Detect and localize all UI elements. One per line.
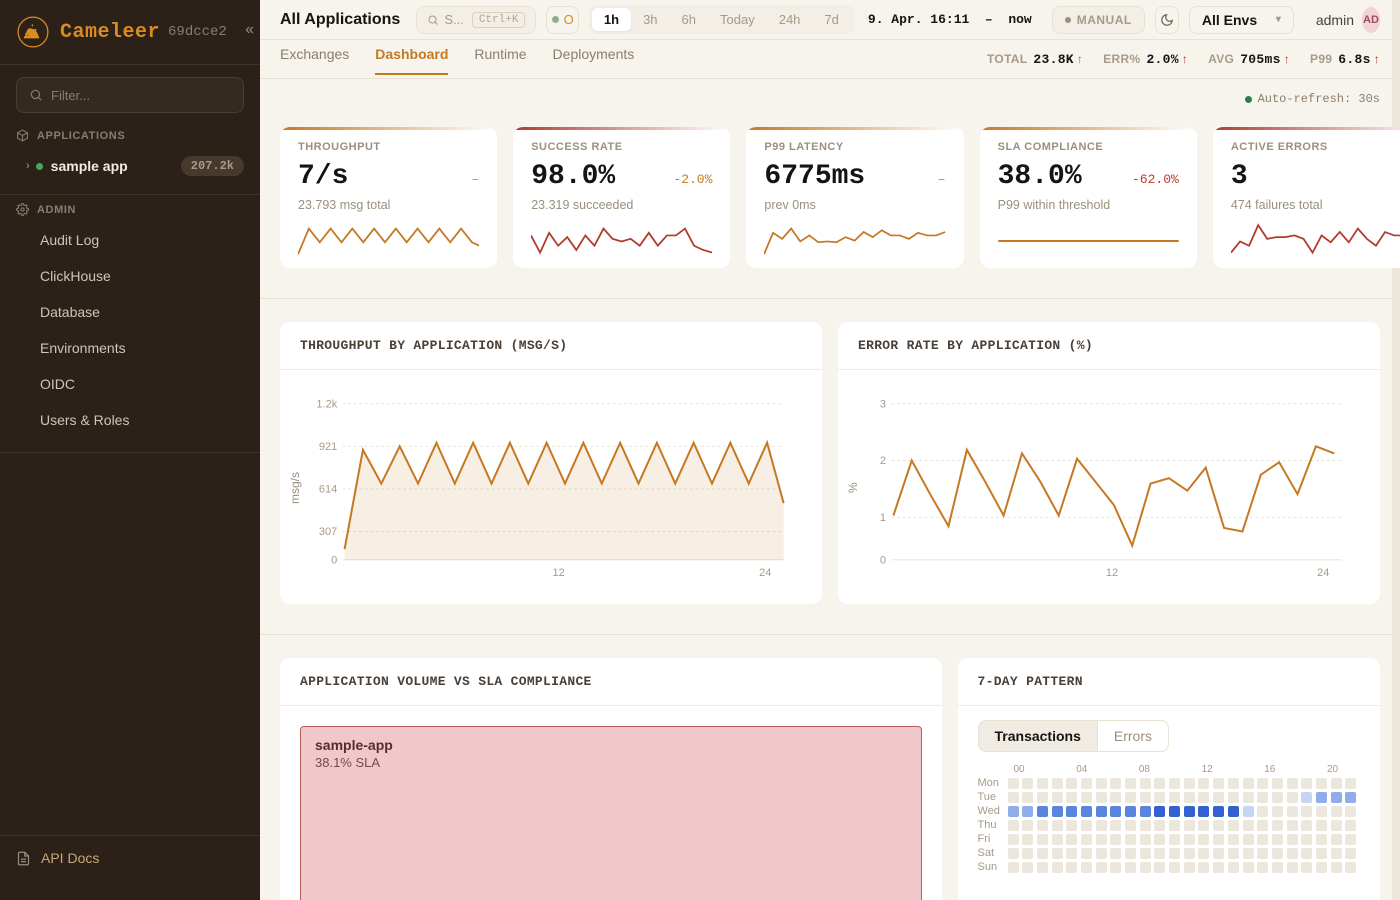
svg-text:614: 614 <box>319 484 337 496</box>
svg-text:1.2k: 1.2k <box>316 398 337 410</box>
svg-text:1: 1 <box>880 512 886 524</box>
svg-text:3: 3 <box>880 398 886 410</box>
svg-text:0: 0 <box>331 555 337 567</box>
svg-text:307: 307 <box>319 526 337 538</box>
svg-text:12: 12 <box>1106 567 1118 579</box>
svg-text:2: 2 <box>880 455 886 467</box>
svg-text:24: 24 <box>759 567 771 579</box>
svg-text:0: 0 <box>880 555 886 567</box>
svg-text:921: 921 <box>319 441 337 453</box>
svg-text:12: 12 <box>552 567 564 579</box>
svg-text:24: 24 <box>1317 567 1329 579</box>
